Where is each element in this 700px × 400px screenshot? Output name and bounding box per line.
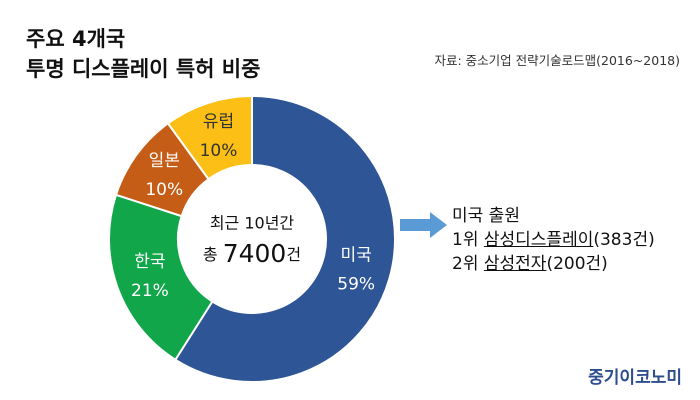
source-note: 자료: 중소기업 전략기술로드맵(2016~2018)	[434, 53, 680, 68]
center-total-value: 7400	[223, 239, 287, 268]
note-line-2-name: 삼성전자	[483, 254, 547, 274]
slice-1	[108, 193, 214, 362]
center-total-suffix: 건	[286, 245, 301, 264]
slice-value-1: 21%	[131, 281, 169, 301]
brand-logo: 중기이코노미	[588, 368, 682, 388]
center-total-prefix: 총	[203, 245, 223, 264]
center-total: 총 7400건	[203, 239, 301, 268]
note-line-1-rank: 1위	[452, 230, 484, 250]
arrow-right-icon	[400, 212, 447, 238]
slice-value-0: 59%	[337, 274, 375, 294]
note-line-2: 2위 삼성전자(200건)	[452, 252, 655, 276]
slice-0	[173, 94, 396, 383]
title-line-2: 투명 디스플레이 특허 비중	[26, 57, 261, 81]
slice-label-3: 유럽	[203, 112, 234, 132]
note-line-2-count: (200건)	[546, 254, 608, 274]
note-line-1-count: (383건)	[593, 230, 655, 250]
title-line-1: 주요 4개국	[26, 27, 126, 51]
us-filing-note: 미국 출원 1위 삼성디스플레이(383건) 2위 삼성전자(200건)	[452, 204, 655, 276]
slice-label-2: 일본	[149, 151, 180, 171]
center-caption: 최근 10년간	[210, 214, 295, 233]
page-title: 주요 4개국 투명 디스플레이 특허 비중	[26, 24, 260, 84]
slice-value-2: 10%	[145, 180, 183, 200]
note-heading: 미국 출원	[452, 206, 520, 226]
note-line-2-rank: 2위	[452, 254, 484, 274]
slice-label-1: 한국	[134, 252, 165, 272]
note-line-1-name: 삼성디스플레이	[483, 230, 594, 250]
slice-3	[166, 94, 253, 181]
slice-value-3: 10%	[200, 141, 238, 161]
note-line-1: 1위 삼성디스플레이(383건)	[452, 228, 655, 252]
slice-label-0: 미국	[341, 245, 372, 265]
